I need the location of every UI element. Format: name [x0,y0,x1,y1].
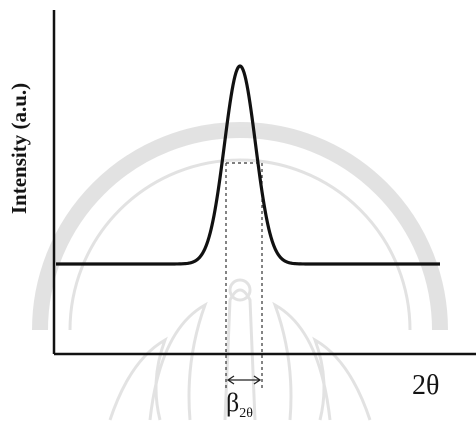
beta-symbol: β [226,388,240,417]
peak-width-label: β2θ [226,388,253,422]
y-axis-label: Intensity (a.u.) [8,48,32,248]
watermark-seal [32,122,448,421]
peak-curve [55,64,441,266]
y-axis-label-text: Intensity (a.u.) [7,82,32,214]
width-arrow [226,375,262,385]
x-axis-label: 2θ [412,370,440,401]
beta-subscript: 2θ [239,406,253,421]
